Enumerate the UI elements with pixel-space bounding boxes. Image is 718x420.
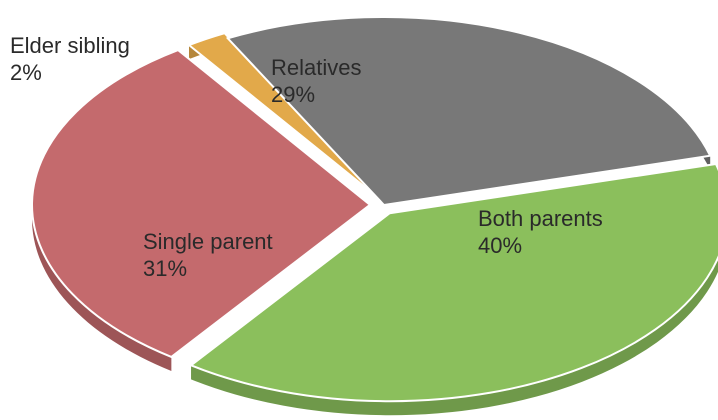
slice-name: Relatives: [271, 55, 362, 80]
slice-label-elder-sibling: Elder sibling 2%: [10, 32, 130, 86]
slice-percent: 40%: [478, 233, 523, 258]
pie-slice-elder-sibling: [187, 32, 382, 201]
slice-percent: 2%: [10, 60, 42, 85]
slice-label-single-parent: Single parent 31%: [143, 228, 273, 282]
slice-percent: 29%: [271, 82, 316, 107]
slice-label-relatives: Relatives 29%: [271, 54, 361, 108]
slice-percent: 31%: [143, 256, 188, 281]
slice-name: Elder sibling: [10, 33, 130, 58]
pie-slice-single-parent: [31, 48, 372, 359]
pie-slice-both-parents: [189, 162, 718, 403]
slice-name: Single parent: [143, 229, 273, 254]
pie-tops: [31, 16, 718, 403]
slice-name: Both parents: [478, 206, 603, 231]
slice-label-both-parents: Both parents 40%: [478, 205, 603, 259]
pie-slice-side-both-parents: [191, 163, 718, 416]
pie-slice-relatives: [225, 16, 712, 207]
